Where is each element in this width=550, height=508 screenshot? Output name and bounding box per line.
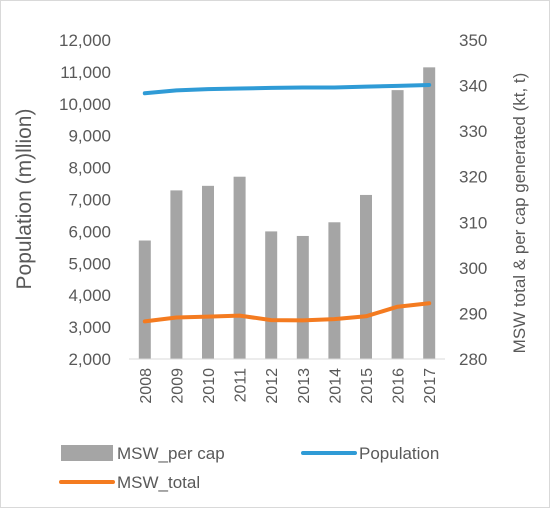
right-tick-label: 300: [459, 259, 487, 278]
legend: MSW_per cap Population MSW_total: [59, 444, 439, 492]
x-tick-label: 2008: [138, 368, 155, 404]
left-tick-label: 12,000: [59, 31, 111, 50]
legend-label-msw-per-cap: MSW_per cap: [117, 444, 225, 463]
x-tick-label: 2009: [169, 368, 186, 404]
left-tick-label: 9,000: [68, 127, 111, 146]
x-tick-label: 2011: [233, 368, 250, 403]
legend-label-msw-total: MSW_total: [117, 473, 200, 492]
legend-label-population: Population: [359, 444, 439, 463]
lines-layer: [142, 83, 432, 324]
left-axis-ticks: 2,000 3,000 4,000 5,000 6,000 7,000 8,000 9,000…: [59, 31, 111, 369]
bars-layer: [138, 67, 436, 359]
left-tick-label: 2,000: [68, 350, 111, 369]
right-tick-label: 290: [459, 304, 487, 323]
bar-msw-per-cap: [328, 222, 341, 359]
x-tick-label: 2015: [359, 368, 376, 404]
bar-msw-per-cap: [423, 67, 436, 359]
left-tick-label: 5,000: [68, 254, 111, 273]
right-axis-ticks: 280 290 300 310 320 330 340 350: [459, 31, 487, 369]
right-tick-label: 350: [459, 31, 487, 50]
x-tick-label: 2012: [264, 368, 281, 404]
legend-swatch-msw-per-cap: [61, 445, 113, 461]
right-axis-title: MSW total & per cap generated (kt, t): [510, 73, 529, 354]
bar-msw-per-cap: [138, 240, 151, 359]
line-population: [142, 83, 432, 96]
x-axis-ticks: 2008 2009 2010 2011 2012 2013 2014 2015 2016 2017: [138, 368, 439, 404]
left-tick-label: 8,000: [68, 159, 111, 178]
bar-msw-per-cap: [296, 235, 309, 359]
bar-msw-per-cap: [170, 190, 183, 359]
bar-msw-per-cap: [202, 185, 214, 359]
x-tick-label: 2014: [327, 368, 344, 404]
bar-msw-per-cap: [360, 194, 372, 359]
bar-msw-per-cap: [391, 90, 404, 359]
left-tick-label: 11,000: [60, 63, 111, 82]
x-tick-label: 2013: [296, 368, 313, 404]
line-msw-total: [142, 301, 432, 324]
left-tick-label: 3,000: [68, 318, 111, 337]
right-tick-label: 340: [459, 77, 487, 96]
left-tick-label: 4,000: [68, 286, 111, 305]
left-tick-label: 10,000: [59, 95, 111, 114]
x-tick-label: 2017: [422, 368, 439, 404]
right-tick-label: 330: [459, 122, 487, 141]
bar-msw-per-cap: [265, 231, 278, 359]
bar-msw-per-cap: [233, 176, 246, 359]
left-axis-title: Population (m)llion): [13, 109, 36, 290]
right-tick-label: 310: [459, 213, 487, 232]
left-tick-label: 6,000: [68, 222, 111, 241]
x-tick-label: 2016: [391, 368, 408, 404]
right-tick-label: 280: [459, 350, 487, 369]
right-tick-label: 320: [459, 168, 487, 187]
x-tick-label: 2010: [201, 368, 218, 404]
left-tick-label: 7,000: [68, 191, 111, 210]
